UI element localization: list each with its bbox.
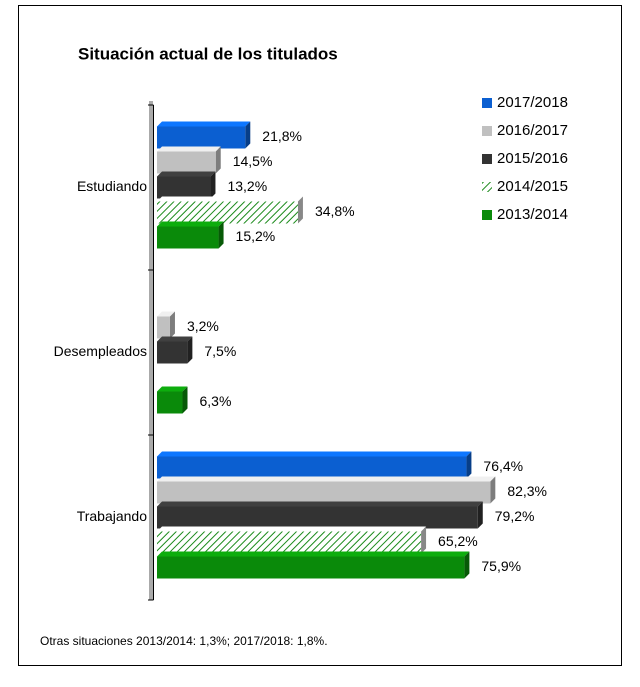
value-label: 34,8% bbox=[315, 203, 355, 219]
bar bbox=[157, 531, 422, 554]
value-label: 76,4% bbox=[483, 458, 523, 474]
bar bbox=[157, 506, 478, 529]
bar bbox=[157, 226, 219, 249]
legend-label: 2014/2015 bbox=[497, 178, 568, 195]
bar-top bbox=[157, 386, 188, 392]
bar-top bbox=[157, 221, 224, 227]
bar-top bbox=[157, 551, 470, 557]
bar bbox=[157, 391, 183, 414]
legend-label: 2015/2016 bbox=[497, 150, 568, 167]
axis-wall bbox=[149, 101, 153, 600]
value-label: 21,8% bbox=[262, 128, 302, 144]
category-label: Estudiando bbox=[77, 178, 147, 194]
legend-swatch bbox=[482, 126, 492, 136]
legend-swatch bbox=[482, 210, 492, 220]
bar bbox=[157, 456, 467, 479]
bar bbox=[157, 341, 188, 364]
bar-top bbox=[157, 171, 216, 177]
bar-side bbox=[215, 146, 221, 174]
category-label: Trabajando bbox=[77, 508, 148, 524]
value-label: 82,3% bbox=[507, 483, 547, 499]
bar-top bbox=[157, 501, 483, 507]
bar-side bbox=[210, 171, 216, 199]
bar-side bbox=[421, 526, 427, 554]
bar bbox=[157, 481, 491, 504]
bar bbox=[157, 176, 211, 199]
bar-side bbox=[218, 221, 224, 249]
bar bbox=[157, 151, 216, 174]
bar-side bbox=[477, 501, 483, 529]
bar bbox=[157, 201, 298, 224]
bar-side bbox=[245, 121, 251, 149]
category-label: Desempleados bbox=[54, 343, 147, 359]
bar bbox=[157, 316, 170, 339]
legend-label: 2017/2018 bbox=[497, 94, 568, 111]
value-label: 3,2% bbox=[187, 318, 219, 334]
bar-top bbox=[157, 121, 251, 127]
legend-label: 2016/2017 bbox=[497, 122, 568, 139]
value-label: 6,3% bbox=[200, 393, 232, 409]
legend-swatch bbox=[482, 98, 492, 108]
bar-side bbox=[490, 476, 496, 504]
bar-side bbox=[182, 386, 188, 414]
chart-title: Situación actual de los titulados bbox=[78, 44, 338, 63]
bar bbox=[157, 556, 465, 579]
value-label: 79,2% bbox=[495, 508, 535, 524]
value-label: 7,5% bbox=[204, 343, 236, 359]
bar-top bbox=[157, 196, 303, 202]
value-label: 14,5% bbox=[233, 153, 273, 169]
value-label: 15,2% bbox=[236, 228, 276, 244]
bar-side bbox=[187, 336, 193, 364]
bar-side bbox=[466, 451, 472, 479]
footnote: Otras situaciones 2013/2014: 1,3%; 2017/… bbox=[40, 634, 328, 648]
legend-swatch bbox=[482, 154, 492, 164]
value-label: 65,2% bbox=[438, 533, 478, 549]
legend-label: 2013/2014 bbox=[497, 206, 568, 223]
bar-top bbox=[157, 451, 472, 457]
value-label: 13,2% bbox=[227, 178, 267, 194]
value-label: 75,9% bbox=[481, 558, 521, 574]
bar-top bbox=[157, 526, 427, 532]
bar-side bbox=[169, 311, 175, 339]
bar bbox=[157, 126, 246, 149]
bar-top bbox=[157, 476, 496, 482]
bar-top bbox=[157, 336, 193, 342]
bar-top bbox=[157, 146, 221, 152]
bar-side bbox=[464, 551, 470, 579]
bar-top bbox=[157, 311, 175, 317]
legend-swatch bbox=[482, 182, 492, 192]
bar-side bbox=[297, 196, 303, 224]
